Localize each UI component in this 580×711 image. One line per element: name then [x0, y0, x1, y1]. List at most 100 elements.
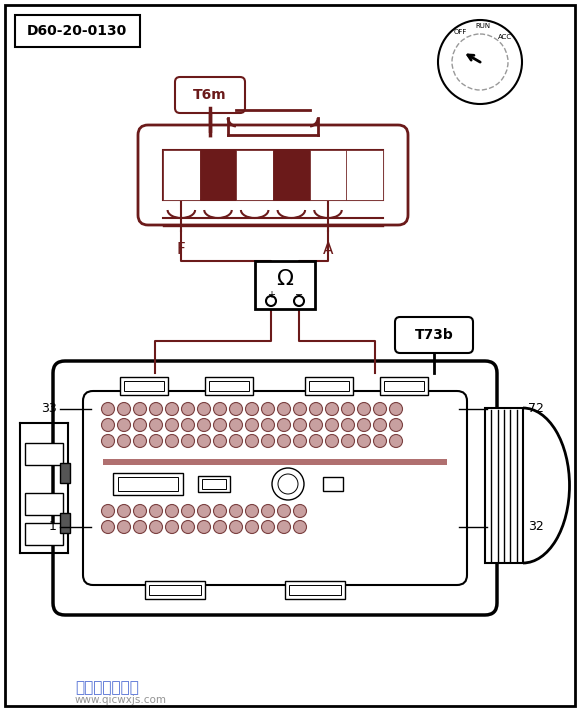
Text: 32: 32	[528, 520, 544, 533]
Circle shape	[310, 419, 322, 432]
Circle shape	[118, 520, 130, 533]
Bar	[118, 477, 178, 491]
Bar	[323, 477, 343, 491]
FancyBboxPatch shape	[138, 125, 408, 225]
Bar	[200, 150, 236, 200]
Circle shape	[293, 419, 306, 432]
Bar	[236, 150, 273, 200]
Text: 33: 33	[41, 402, 57, 415]
Bar	[346, 150, 383, 200]
Circle shape	[277, 520, 291, 533]
Text: T6m: T6m	[193, 88, 227, 102]
Circle shape	[213, 520, 227, 533]
Circle shape	[213, 505, 227, 518]
Circle shape	[390, 434, 403, 447]
Circle shape	[277, 434, 291, 447]
Circle shape	[262, 505, 274, 518]
Bar	[163, 150, 200, 200]
Circle shape	[325, 419, 339, 432]
Circle shape	[165, 419, 179, 432]
Circle shape	[374, 402, 386, 415]
Circle shape	[198, 402, 211, 415]
Circle shape	[133, 402, 147, 415]
Circle shape	[182, 520, 194, 533]
Circle shape	[262, 402, 274, 415]
Text: OFF: OFF	[454, 29, 467, 35]
Circle shape	[262, 520, 274, 533]
Circle shape	[182, 434, 194, 447]
Bar	[198, 476, 230, 492]
Circle shape	[245, 505, 259, 518]
Circle shape	[357, 419, 371, 432]
Bar	[485, 408, 523, 563]
Circle shape	[118, 419, 130, 432]
Bar	[60, 463, 70, 483]
Circle shape	[277, 402, 291, 415]
Circle shape	[102, 505, 114, 518]
Circle shape	[325, 402, 339, 415]
Circle shape	[278, 474, 298, 494]
Circle shape	[102, 402, 114, 415]
Circle shape	[342, 434, 354, 447]
Circle shape	[102, 419, 114, 432]
Text: D60-20-0130: D60-20-0130	[27, 24, 127, 38]
Circle shape	[165, 434, 179, 447]
Bar	[202, 479, 226, 489]
Circle shape	[245, 520, 259, 533]
Circle shape	[150, 520, 162, 533]
Circle shape	[293, 505, 306, 518]
Bar	[384, 381, 424, 391]
Circle shape	[182, 402, 194, 415]
Bar	[103, 459, 447, 465]
Text: A: A	[323, 242, 333, 257]
Bar	[25, 493, 63, 515]
Circle shape	[293, 520, 306, 533]
Text: RUN: RUN	[476, 23, 491, 29]
Circle shape	[182, 505, 194, 518]
Text: www.qicwxjs.com: www.qicwxjs.com	[75, 695, 167, 705]
Bar	[380, 377, 428, 395]
Circle shape	[230, 505, 242, 518]
Circle shape	[182, 419, 194, 432]
Circle shape	[198, 434, 211, 447]
Circle shape	[102, 520, 114, 533]
Circle shape	[230, 520, 242, 533]
Bar	[145, 581, 205, 599]
Circle shape	[102, 434, 114, 447]
FancyBboxPatch shape	[83, 391, 467, 585]
FancyBboxPatch shape	[175, 77, 245, 113]
Circle shape	[357, 402, 371, 415]
Circle shape	[390, 402, 403, 415]
Circle shape	[293, 402, 306, 415]
Circle shape	[150, 419, 162, 432]
Circle shape	[342, 419, 354, 432]
Bar	[209, 381, 249, 391]
Circle shape	[245, 434, 259, 447]
Circle shape	[230, 434, 242, 447]
Bar	[289, 585, 341, 595]
Circle shape	[133, 520, 147, 533]
Circle shape	[133, 505, 147, 518]
Circle shape	[293, 434, 306, 447]
Bar	[25, 523, 63, 545]
Circle shape	[277, 419, 291, 432]
Bar	[305, 377, 353, 395]
Circle shape	[262, 419, 274, 432]
Text: T73b: T73b	[415, 328, 454, 342]
Bar	[15, 15, 140, 47]
Circle shape	[165, 505, 179, 518]
Circle shape	[150, 505, 162, 518]
Text: 72: 72	[528, 402, 544, 415]
Circle shape	[277, 505, 291, 518]
Circle shape	[150, 402, 162, 415]
Bar	[163, 150, 383, 200]
Circle shape	[198, 419, 211, 432]
Circle shape	[118, 402, 130, 415]
Circle shape	[266, 296, 276, 306]
Bar	[25, 443, 63, 465]
Circle shape	[272, 468, 304, 500]
Circle shape	[374, 419, 386, 432]
Circle shape	[310, 434, 322, 447]
FancyBboxPatch shape	[53, 361, 497, 615]
Circle shape	[198, 505, 211, 518]
